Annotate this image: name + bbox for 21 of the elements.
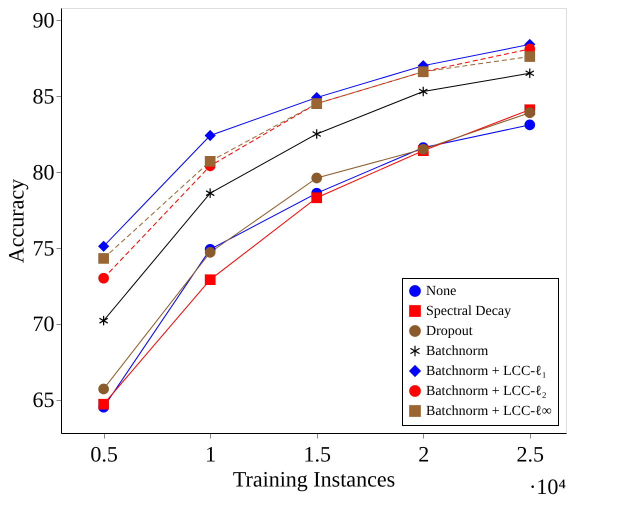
x-tick-label: 0.5 [90,442,118,466]
x-tick-label: 1.5 [303,442,331,466]
legend-label: Batchnorm + LCC-ℓ∞ [426,404,552,419]
text: ·10⁴ [529,474,566,499]
y-tick-label: 80 [32,159,54,184]
x-tick-label: 1 [205,442,216,466]
legend-label: None [426,284,456,299]
legend-label: Dropout [426,324,473,339]
y-tick-label: 85 [32,84,54,109]
y-tick-label: 70 [32,311,54,336]
x-axis-title: Training Instances [232,466,396,492]
y-tick-label: 65 [32,387,54,412]
x-tick-label: 2.5 [516,442,544,466]
legend-label: Spectral Decay [426,304,512,319]
y-tick-label: 75 [32,235,54,260]
legend-label: Batchnorm + LCC-ℓ₁ [426,364,547,379]
legend-label: Batchnorm [426,344,488,359]
legend-label: Batchnorm + LCC-ℓ₂ [426,384,547,399]
y-axis-title: Accuracy [4,178,28,264]
x-tick-label: 2 [418,442,430,466]
y-tick-label: 90 [32,8,54,33]
